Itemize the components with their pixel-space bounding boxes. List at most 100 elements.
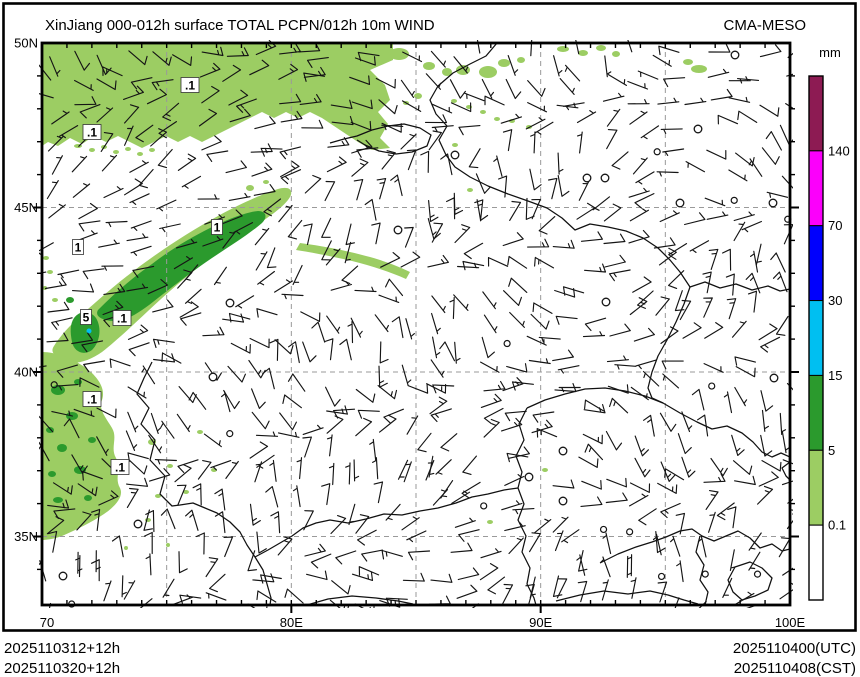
wind-barb — [758, 323, 778, 341]
wind-barb — [222, 230, 237, 249]
contour-label: .1 — [180, 77, 200, 93]
boundary-line — [695, 535, 709, 605]
wind-barb — [722, 248, 732, 271]
wind-barb — [226, 47, 249, 57]
wind-barb — [584, 399, 605, 412]
wind-barb — [600, 556, 611, 578]
wind-barb — [659, 412, 677, 432]
wind-barb — [96, 78, 117, 91]
wind-barb — [287, 219, 303, 240]
wind-barb — [431, 103, 453, 114]
wind-barb — [658, 45, 680, 56]
precip-colorbar: 140 70 30 15 5 0.1 — [808, 75, 850, 601]
wind-barb — [533, 518, 552, 534]
wind-barb — [356, 147, 379, 158]
wind-barb — [321, 217, 332, 238]
wind-barb — [376, 178, 387, 200]
wind-barb — [385, 503, 401, 521]
wind-barb — [251, 388, 266, 409]
wind-barb — [507, 55, 519, 76]
wind-barb — [326, 315, 341, 334]
calm-wind-circle — [393, 225, 403, 235]
wind-barb — [634, 457, 651, 478]
wind-barb — [652, 54, 672, 67]
wind-barb — [274, 279, 293, 293]
wind-barb — [761, 460, 782, 472]
wind-barb — [501, 500, 523, 511]
wind-barb — [256, 308, 278, 318]
wind-barb — [703, 363, 724, 373]
wind-barb — [632, 276, 652, 293]
wind-barb — [79, 377, 100, 388]
lon-axis-label: 90E — [529, 615, 552, 630]
wind-barb — [128, 342, 150, 357]
calm-wind-circle — [480, 502, 488, 510]
wind-barb — [381, 549, 403, 560]
wind-barb — [197, 194, 220, 200]
wind-barb — [761, 147, 780, 165]
wind-barb — [480, 548, 502, 559]
wind-barb — [558, 386, 581, 393]
wind-barb — [126, 283, 149, 292]
wind-barb — [679, 299, 692, 321]
precip-spot-moderate — [86, 328, 92, 334]
wind-barb — [661, 360, 684, 370]
wind-barb — [706, 211, 729, 220]
contour-label: .1 — [82, 391, 102, 407]
wind-barb — [401, 364, 412, 386]
wind-barb — [96, 407, 117, 419]
wind-barb — [760, 434, 773, 457]
wind-barb — [425, 459, 435, 481]
wind-barb — [454, 224, 471, 244]
wind-barb — [103, 283, 126, 295]
wind-barb — [704, 322, 724, 339]
calm-wind-circle — [701, 570, 709, 578]
wind-barb — [728, 96, 751, 103]
wind-barb — [192, 483, 202, 506]
wind-barb — [727, 506, 737, 529]
wind-barb — [304, 543, 326, 557]
wind-barb — [479, 563, 499, 581]
wind-barb — [57, 269, 80, 279]
contour-label-box — [80, 309, 92, 325]
lat-axis-label: 40N — [14, 365, 38, 380]
wind-barb — [525, 583, 535, 606]
contour-label-text: .1 — [117, 312, 127, 326]
wind-barb — [556, 578, 568, 599]
axis-labels: 50N 45N 40N 35N 70 80E 90E 100E — [14, 36, 805, 631]
wind-barb — [562, 102, 585, 111]
wind-barb — [141, 365, 156, 385]
precip-spot-light — [612, 51, 620, 57]
colorbar-tick-label: 15 — [828, 368, 842, 383]
wind-barb — [205, 557, 219, 578]
wind-barb — [475, 173, 491, 194]
wind-barb — [431, 222, 444, 243]
wind-barb — [127, 324, 149, 340]
colorbar-tick-label: 30 — [828, 293, 842, 308]
wind-barb — [704, 197, 726, 207]
wind-barb — [222, 64, 242, 82]
colorbar-segment — [808, 374, 824, 451]
wind-barb — [230, 342, 251, 354]
calm-wind-circle — [675, 198, 685, 208]
wind-barb — [270, 511, 281, 534]
calm-wind-circle — [524, 472, 534, 482]
wind-barb — [697, 535, 707, 558]
wind-barb — [528, 358, 551, 365]
wind-barb — [578, 456, 599, 468]
contour-label-box — [180, 77, 200, 93]
wind-barb — [483, 380, 506, 392]
calm-wind-circle — [208, 372, 218, 382]
wind-barb — [511, 381, 534, 391]
wind-barb — [184, 288, 202, 304]
wind-barb — [72, 283, 95, 293]
precip-spot-light — [487, 520, 493, 524]
calm-wind-circle — [730, 50, 740, 60]
wind-barb — [538, 216, 556, 235]
contour-label-text: 5 — [83, 311, 90, 325]
init-time-utc: 2025110312+12h — [4, 640, 120, 657]
wind-barb — [351, 158, 369, 177]
wind-barb — [525, 117, 546, 130]
wind-barb — [262, 367, 275, 390]
wind-barb — [150, 412, 162, 434]
